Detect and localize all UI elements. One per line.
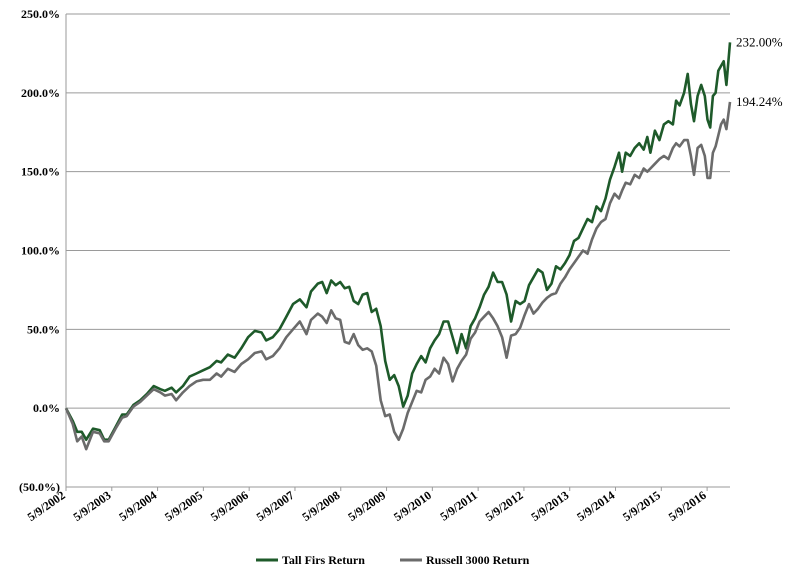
end-value-labels: 232.00% 194.24%: [736, 34, 783, 109]
x-tick-label: 5/9/2006: [208, 488, 251, 524]
y-axis-tick-labels: (50.0%) 0.0% 50.0% 100.0% 150.0% 200.0% 250.0%: [19, 7, 60, 494]
gridlines: [66, 13, 730, 409]
x-tick-label: 5/9/2015: [620, 488, 663, 524]
x-tick-label: 5/9/2016: [666, 488, 709, 524]
legend-label: Russell 3000 Return: [426, 553, 530, 567]
series-line-russell-3000: [64, 101, 732, 451]
x-tick-label: 5/9/2010: [391, 488, 434, 524]
y-tick-label: 100.0%: [21, 244, 60, 258]
end-label-russell-3000: 194.24%: [736, 94, 783, 109]
y-tick-label: 150.0%: [21, 165, 60, 179]
series-line-tall-firs: [64, 42, 732, 441]
x-tick-label: 5/9/2012: [483, 488, 526, 524]
x-tick-label: 5/9/2007: [254, 488, 297, 524]
end-label-tall-firs: 232.00%: [736, 34, 783, 49]
x-tick-label: 5/9/2013: [528, 488, 571, 524]
x-tick-label: 5/9/2011: [437, 488, 479, 524]
x-tick-label: 5/9/2004: [116, 488, 159, 524]
y-tick-label: 0.0%: [33, 401, 60, 415]
axes: [65, 14, 730, 491]
x-axis-tick-labels: 5/9/2002 5/9/2003 5/9/2004 5/9/2005 5/9/2006…: [25, 488, 709, 524]
y-tick-label: 200.0%: [21, 86, 60, 100]
x-tick-label: 5/9/2014: [574, 488, 617, 524]
y-tick-label: (50.0%): [19, 480, 60, 494]
y-tick-label: 50.0%: [27, 322, 60, 336]
x-tick-label: 5/9/2005: [162, 488, 205, 524]
legend-label: Tall Firs Return: [282, 553, 365, 567]
legend: Tall Firs Return Russell 3000 Return: [256, 553, 530, 567]
x-tick-label: 5/9/2009: [345, 488, 388, 524]
x-tick-label: 5/9/2003: [71, 488, 114, 524]
y-tick-label: 250.0%: [21, 7, 60, 21]
x-tick-label: 5/9/2008: [299, 488, 342, 524]
series-lines: [64, 42, 732, 451]
